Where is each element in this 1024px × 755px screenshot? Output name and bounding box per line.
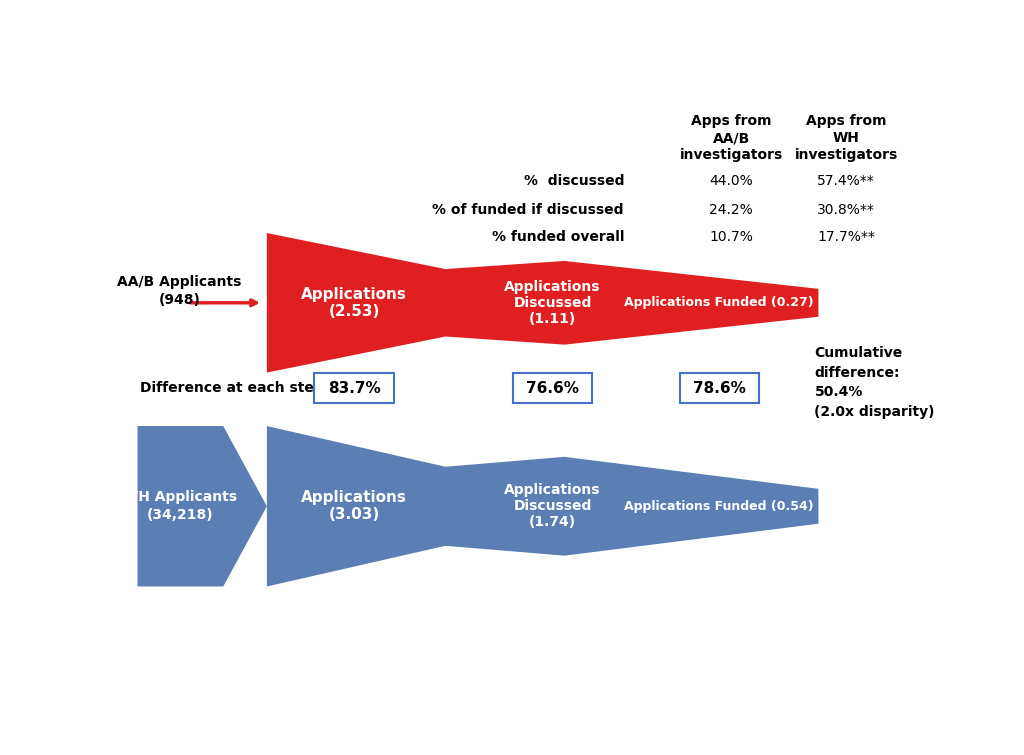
Text: 30.8%**: 30.8%**: [817, 203, 876, 217]
Text: 24.2%: 24.2%: [710, 203, 753, 217]
Text: Applications
Discussed
(1.74): Applications Discussed (1.74): [505, 483, 601, 529]
FancyBboxPatch shape: [680, 373, 759, 403]
Text: 44.0%: 44.0%: [710, 174, 753, 188]
Text: Applications
Discussed
(1.11): Applications Discussed (1.11): [505, 279, 601, 326]
Polygon shape: [267, 426, 818, 587]
Text: Difference at each step:: Difference at each step:: [140, 381, 329, 396]
Text: % of funded if discussed: % of funded if discussed: [432, 203, 624, 217]
Text: 10.7%: 10.7%: [710, 230, 753, 244]
Text: Apps from
AA/B
investigators: Apps from AA/B investigators: [680, 114, 782, 162]
Text: 57.4%**: 57.4%**: [817, 174, 876, 188]
Text: Apps from
WH
investigators: Apps from WH investigators: [795, 114, 898, 162]
Text: 83.7%: 83.7%: [328, 381, 381, 396]
Text: 76.6%: 76.6%: [526, 381, 580, 396]
Text: Applications
(2.53): Applications (2.53): [301, 287, 408, 319]
FancyBboxPatch shape: [314, 373, 394, 403]
Text: Cumulative
difference:
50.4%
(2.0x disparity): Cumulative difference: 50.4% (2.0x dispa…: [814, 347, 935, 419]
Text: Applications
(3.03): Applications (3.03): [301, 490, 408, 522]
Text: AA/B Applicants
(948): AA/B Applicants (948): [118, 275, 242, 307]
Text: Applications Funded (0.27): Applications Funded (0.27): [625, 296, 814, 310]
FancyBboxPatch shape: [513, 373, 592, 403]
Text: 17.7%**: 17.7%**: [817, 230, 876, 244]
Polygon shape: [137, 426, 267, 587]
Polygon shape: [267, 233, 818, 372]
Text: 78.6%: 78.6%: [693, 381, 745, 396]
Text: % funded overall: % funded overall: [492, 230, 624, 244]
Text: WH Applicants
(34,218): WH Applicants (34,218): [123, 490, 237, 522]
Text: %  discussed: % discussed: [523, 174, 624, 188]
Text: Applications Funded (0.54): Applications Funded (0.54): [625, 500, 814, 513]
